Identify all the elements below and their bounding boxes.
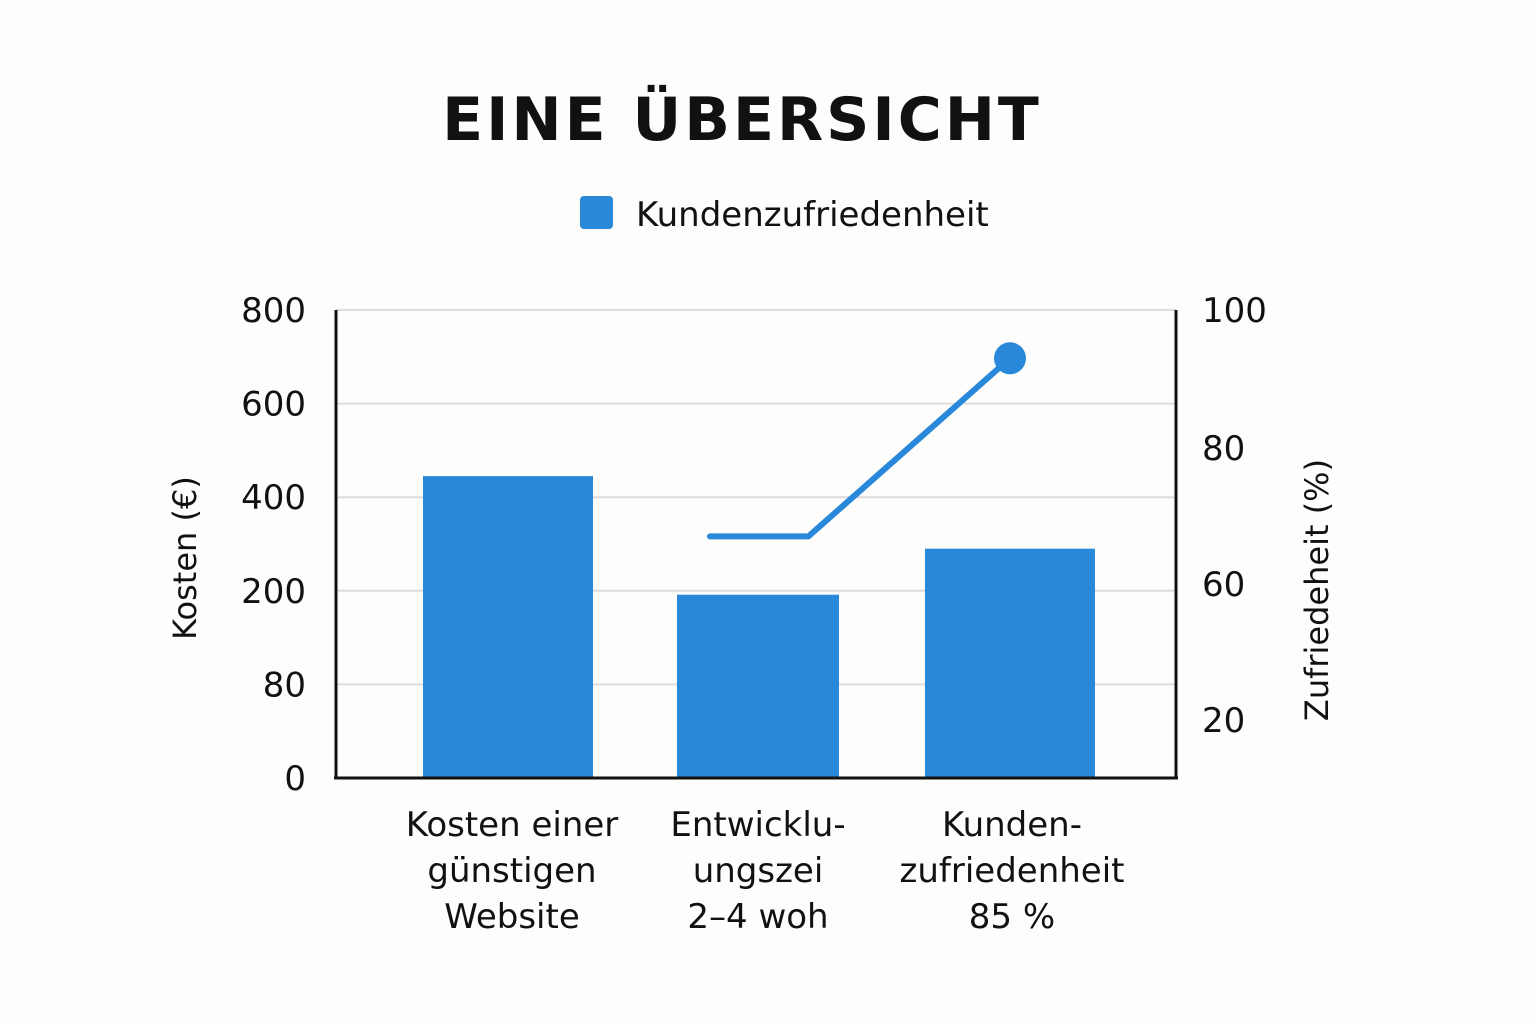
category-label-line: ungszei (693, 851, 824, 891)
axes (334, 310, 1178, 780)
left-tick-label: 0 (284, 759, 306, 799)
right-tick-label: 60 (1202, 565, 1245, 605)
category-label-line: Entwicklu- (670, 805, 845, 845)
category-label-line: 2–4 woh (687, 897, 828, 937)
category-label-line: 85 % (969, 897, 1055, 937)
category-label-line: zufriedenheit (899, 851, 1124, 891)
category-label-line: Kosten einer (406, 805, 619, 845)
category-labels: Kosten einer günstigen Website Entwicklu-un… (406, 805, 1125, 937)
bars (423, 476, 1095, 778)
category-label-line: Kunden- (942, 805, 1082, 845)
category-label: Kunden-zufriedenheit 85 % (899, 805, 1124, 937)
bar (423, 476, 593, 778)
category-label-line: Website (444, 897, 580, 937)
right-tick-labels: 20 60 80 100 (1202, 291, 1267, 741)
right-tick-label: 20 (1202, 701, 1245, 741)
legend-label: Kundenzufriedenheit (636, 195, 989, 235)
y-axis-left-label: Kosten (€) (166, 476, 204, 640)
right-tick-label: 100 (1202, 291, 1267, 331)
category-label: Entwicklu-ungszei 2–4 woh (670, 805, 845, 937)
y-axis-right-label: Zufriedeheit (%) (1298, 459, 1336, 721)
line-point (994, 342, 1026, 375)
left-tick-label: 800 (241, 291, 306, 331)
right-tick-label: 80 (1202, 429, 1245, 469)
legend-swatch (580, 196, 613, 229)
chart-title: EINE ÜBERSICHT (442, 84, 1042, 155)
series-line (707, 355, 1013, 540)
line-series (707, 342, 1026, 540)
left-tick-label: 200 (241, 572, 306, 612)
left-tick-labels: 0 80 200 400 600 800 (241, 291, 306, 799)
left-tick-label: 80 (263, 665, 306, 705)
left-tick-label: 400 (241, 478, 306, 518)
category-label-line: günstigen (427, 851, 596, 891)
bar (677, 594, 839, 778)
legend: Kundenzufriedenheit (580, 195, 989, 235)
left-tick-label: 600 (241, 385, 306, 425)
category-label: Kosten einer günstigen Website (406, 805, 619, 937)
bar (925, 548, 1095, 778)
